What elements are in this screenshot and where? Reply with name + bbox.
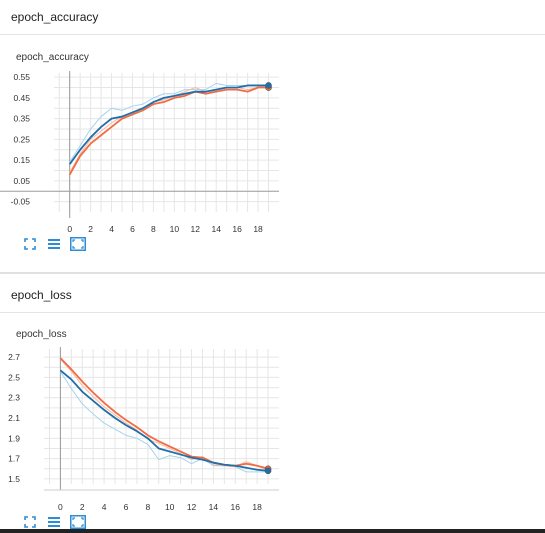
y-tick-label: 2.7 — [8, 352, 20, 362]
section-header-accuracy[interactable]: epoch_accuracy — [0, 0, 545, 35]
expand-icon[interactable] — [70, 514, 86, 530]
loss-chart[interactable]: 2.7 2.5 2.3 2.1 1.9 1.7 1.5 0 2 4 6 8 10 12 14 16 18 — [0, 346, 545, 526]
fit-domain-icon[interactable] — [22, 514, 38, 530]
x-tick-label: 2 — [80, 502, 85, 512]
y-tick-label: 2.3 — [8, 393, 20, 403]
y-tick-label: -0.05 — [11, 197, 31, 207]
x-tick-label: 6 — [130, 224, 135, 234]
x-tick-label: 14 — [209, 502, 219, 512]
x-tick-label: 18 — [253, 224, 263, 234]
accuracy-chart[interactable]: 0.55 0.45 0.35 0.25 0.15 0.05 -0.05 0 2 4 6 8 10 12 14… — [0, 70, 545, 250]
y-tick-label: 1.5 — [8, 474, 20, 484]
x-tick-label: 16 — [231, 502, 241, 512]
series-line-validation — [68, 84, 269, 165]
series-line-train_raw — [60, 358, 269, 471]
x-tick-label: 8 — [145, 502, 150, 512]
x-tick-label: 14 — [211, 224, 221, 234]
x-tick-label: 6 — [124, 502, 129, 512]
series-line-validation_raw — [69, 82, 269, 163]
bottom-edge — [0, 529, 545, 533]
x-tick-label: 4 — [109, 224, 114, 234]
card-title-accuracy: epoch_accuracy — [16, 52, 89, 63]
data-table-icon[interactable] — [46, 236, 62, 252]
x-tick-label: 12 — [187, 502, 197, 512]
loss-toolbar — [22, 514, 86, 530]
y-tick-label: 2.5 — [8, 372, 20, 382]
series-endpoint-validation[interactable] — [264, 467, 272, 475]
y-tick-label: 1.9 — [8, 433, 20, 443]
x-tick-label: 12 — [191, 224, 201, 234]
series-line-validation_raw — [59, 371, 269, 473]
series-line-train — [59, 357, 269, 470]
section-header-loss[interactable]: epoch_loss — [0, 278, 545, 313]
accuracy-section: epoch_accuracy epoch_accuracy 0.55 0.45 0.… — [0, 0, 545, 252]
card-title-loss: epoch_loss — [16, 329, 67, 340]
section-divider — [0, 272, 545, 274]
x-tick-label: 10 — [170, 224, 180, 234]
loss-section: epoch_loss epoch_loss 2.7 2.5 2.3 2.1 1.9 1.7… — [0, 278, 545, 529]
y-tick-label: 0.45 — [13, 93, 30, 103]
x-tick-label: 10 — [165, 502, 175, 512]
y-tick-label: 2.1 — [8, 413, 20, 423]
x-tick-label: 0 — [58, 502, 63, 512]
y-tick-label: 0.55 — [13, 72, 30, 82]
fit-domain-icon[interactable] — [22, 236, 38, 252]
x-tick-label: 4 — [102, 502, 107, 512]
series-line-validation — [59, 369, 269, 472]
x-tick-label: 16 — [232, 224, 242, 234]
y-tick-label: 0.25 — [13, 134, 30, 144]
x-tick-label: 0 — [67, 224, 72, 234]
accuracy-toolbar — [22, 236, 86, 252]
y-tick-label: 0.15 — [13, 155, 30, 165]
series-line-train — [68, 86, 269, 176]
data-table-icon[interactable] — [46, 514, 62, 530]
series-endpoint-validation[interactable] — [265, 82, 272, 89]
y-tick-label: 0.35 — [13, 114, 30, 124]
x-tick-label: 18 — [252, 502, 262, 512]
y-tick-label: 0.05 — [13, 176, 30, 186]
x-tick-label: 8 — [151, 224, 156, 234]
y-tick-label: 1.7 — [8, 454, 20, 464]
expand-icon[interactable] — [70, 236, 86, 252]
x-tick-label: 2 — [88, 224, 93, 234]
